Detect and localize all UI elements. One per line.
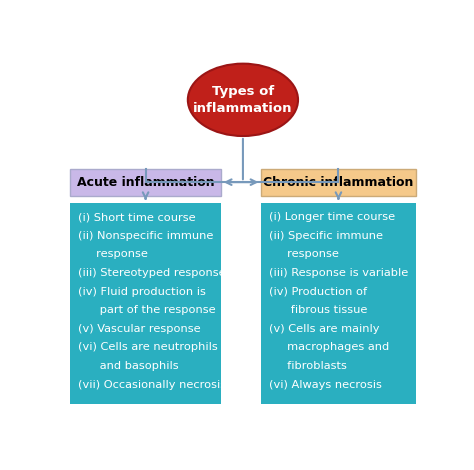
- Text: Types of
inflammation: Types of inflammation: [193, 85, 292, 115]
- Text: response: response: [78, 249, 147, 259]
- Text: fibroblasts: fibroblasts: [269, 361, 346, 371]
- FancyBboxPatch shape: [261, 169, 416, 196]
- Text: Chronic inflammation: Chronic inflammation: [263, 176, 414, 188]
- Text: (v) Cells are mainly: (v) Cells are mainly: [269, 324, 379, 334]
- Text: response: response: [269, 249, 338, 259]
- Text: (ii) Specific immune: (ii) Specific immune: [269, 231, 383, 241]
- FancyBboxPatch shape: [70, 203, 221, 404]
- Text: (v) Vascular response: (v) Vascular response: [78, 324, 200, 334]
- Text: (ii) Nonspecific immune: (ii) Nonspecific immune: [78, 231, 213, 241]
- Text: (iv) Fluid production is: (iv) Fluid production is: [78, 287, 206, 297]
- FancyBboxPatch shape: [70, 169, 221, 196]
- Text: (vi) Always necrosis: (vi) Always necrosis: [269, 380, 382, 390]
- Text: (vi) Cells are neutrophils: (vi) Cells are neutrophils: [78, 343, 218, 352]
- Text: (iii) Response is variable: (iii) Response is variable: [269, 268, 408, 278]
- Text: (i) Short time course: (i) Short time course: [78, 212, 195, 222]
- Text: macrophages and: macrophages and: [269, 343, 389, 352]
- Text: (i) Longer time course: (i) Longer time course: [269, 212, 395, 222]
- Text: (iv) Production of: (iv) Production of: [269, 287, 367, 297]
- Text: Acute inflammation: Acute inflammation: [77, 176, 214, 188]
- Text: fibrous tissue: fibrous tissue: [269, 305, 367, 315]
- Text: part of the response: part of the response: [78, 305, 215, 315]
- Text: (vii) Occasionally necrosis: (vii) Occasionally necrosis: [78, 380, 226, 390]
- Text: (iii) Stereotyped response: (iii) Stereotyped response: [78, 268, 225, 278]
- FancyBboxPatch shape: [261, 203, 416, 404]
- Ellipse shape: [188, 63, 298, 136]
- Text: and basophils: and basophils: [78, 361, 178, 371]
